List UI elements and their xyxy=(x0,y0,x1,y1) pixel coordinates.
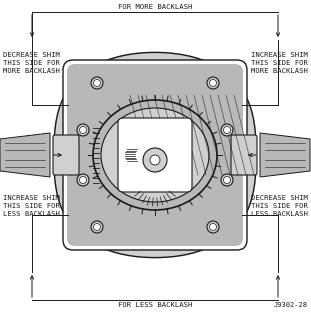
Circle shape xyxy=(80,126,86,133)
Text: DECREASE SHIM
THIS SIDE FOR
LESS BACKLASH: DECREASE SHIM THIS SIDE FOR LESS BACKLAS… xyxy=(251,195,308,217)
Text: DECREASE SHIM
THIS SIDE FOR
MORE BACKLASH: DECREASE SHIM THIS SIDE FOR MORE BACKLAS… xyxy=(3,52,60,74)
Text: FOR MORE BACKLASH: FOR MORE BACKLASH xyxy=(118,4,192,10)
FancyBboxPatch shape xyxy=(67,64,243,246)
Circle shape xyxy=(224,126,230,133)
Circle shape xyxy=(94,80,100,87)
Circle shape xyxy=(210,223,216,230)
Circle shape xyxy=(207,77,219,89)
Circle shape xyxy=(143,148,167,172)
Circle shape xyxy=(221,124,233,136)
Circle shape xyxy=(91,77,103,89)
Polygon shape xyxy=(260,133,310,177)
Polygon shape xyxy=(54,52,256,258)
Circle shape xyxy=(207,221,219,233)
Ellipse shape xyxy=(101,108,209,202)
FancyBboxPatch shape xyxy=(231,135,257,175)
FancyBboxPatch shape xyxy=(53,135,79,175)
FancyBboxPatch shape xyxy=(118,118,192,192)
Circle shape xyxy=(77,124,89,136)
Polygon shape xyxy=(0,133,50,177)
Circle shape xyxy=(210,80,216,87)
Circle shape xyxy=(91,221,103,233)
Circle shape xyxy=(94,223,100,230)
Circle shape xyxy=(150,155,160,165)
Text: J9302-28: J9302-28 xyxy=(274,302,308,308)
Circle shape xyxy=(224,177,230,184)
FancyBboxPatch shape xyxy=(63,60,247,250)
Text: FOR LESS BACKLASH: FOR LESS BACKLASH xyxy=(118,302,192,308)
Circle shape xyxy=(77,174,89,186)
Text: INCREASE SHIM
THIS SIDE FOR
LESS BACKLASH: INCREASE SHIM THIS SIDE FOR LESS BACKLAS… xyxy=(3,195,60,217)
Text: INCREASE SHIM
THIS SIDE FOR
MORE BACKLASH: INCREASE SHIM THIS SIDE FOR MORE BACKLAS… xyxy=(251,52,308,74)
Circle shape xyxy=(221,174,233,186)
Circle shape xyxy=(80,177,86,184)
